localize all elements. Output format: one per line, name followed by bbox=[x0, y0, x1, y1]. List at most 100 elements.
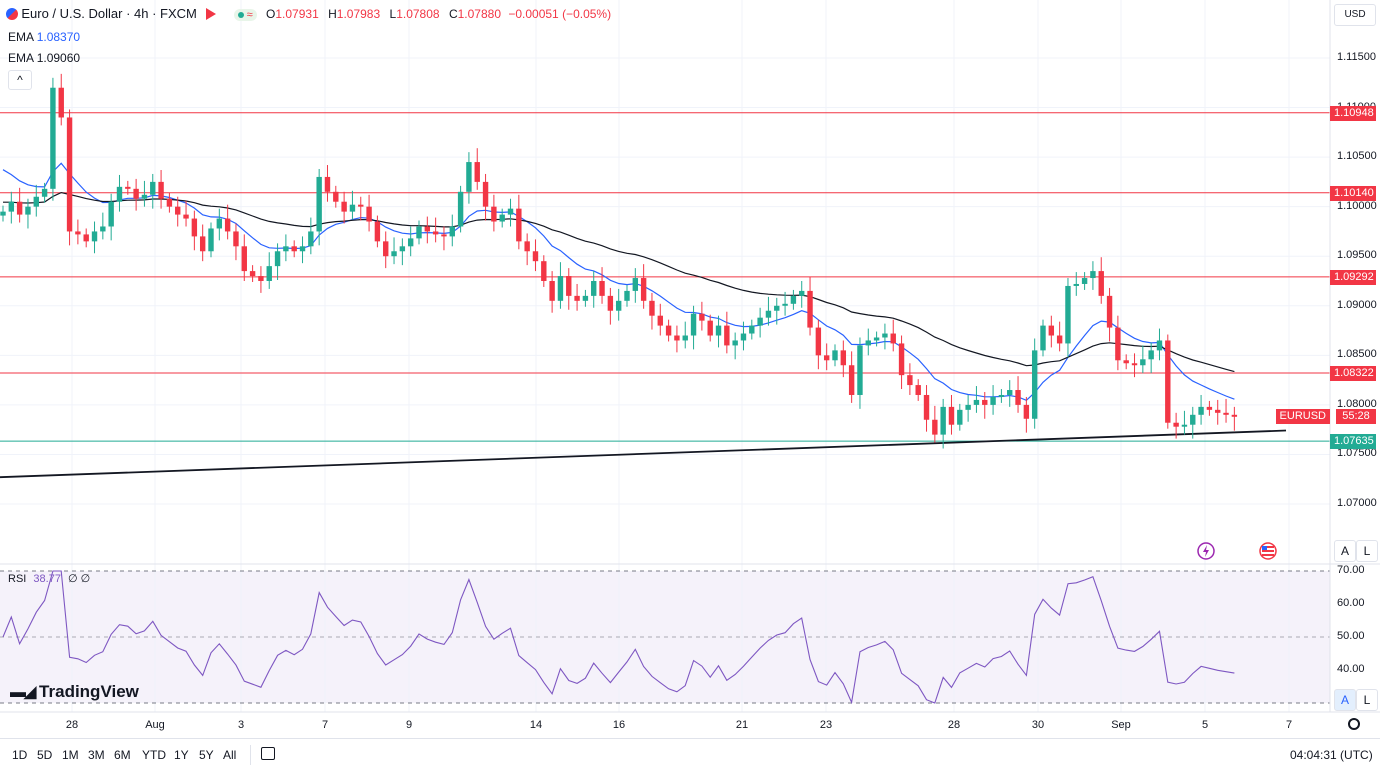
candle bbox=[574, 283, 580, 311]
price-tick-label: 1.08000 bbox=[1337, 397, 1377, 410]
candle bbox=[424, 216, 431, 244]
candle bbox=[349, 190, 356, 220]
lightning-event-icon[interactable] bbox=[1197, 542, 1215, 560]
timeframe-5d[interactable]: 5D bbox=[37, 748, 53, 762]
candle bbox=[1106, 287, 1113, 342]
candle bbox=[1065, 278, 1071, 358]
candle bbox=[1031, 338, 1038, 429]
timeframe-all[interactable]: All bbox=[223, 748, 237, 762]
candle bbox=[632, 268, 639, 303]
trendline[interactable] bbox=[0, 429, 1287, 479]
candle bbox=[774, 297, 780, 325]
brand-logo[interactable]: ▬◢ TradingView bbox=[10, 682, 139, 701]
timeframe-1m[interactable]: 1M bbox=[62, 748, 79, 762]
ema-slow-legend[interactable]: EMA 1.09060 bbox=[8, 51, 81, 65]
candle bbox=[1156, 328, 1163, 361]
candle bbox=[599, 267, 605, 304]
utc-clock[interactable]: 04:04:31 (UTC) bbox=[1290, 748, 1373, 762]
ema-fast-legend[interactable]: EMA 1.08370 bbox=[8, 30, 81, 44]
candle bbox=[799, 281, 805, 308]
candle bbox=[8, 191, 15, 224]
timeframe-1y[interactable]: 1Y bbox=[174, 748, 189, 762]
time-tick-label: 5 bbox=[1201, 719, 1209, 731]
log-scale-button[interactable]: L bbox=[1356, 540, 1378, 562]
candle bbox=[1023, 396, 1030, 433]
candle bbox=[58, 73, 64, 126]
candle bbox=[840, 340, 847, 378]
candle bbox=[915, 379, 921, 401]
timeframe-1d[interactable]: 1D bbox=[12, 748, 28, 762]
level-price-label: 1.09292 bbox=[1330, 269, 1376, 285]
rsi-legend[interactable]: RSI 38.77 ∅ ∅ bbox=[8, 573, 91, 585]
candle bbox=[790, 289, 797, 310]
candle bbox=[516, 194, 522, 250]
candle bbox=[973, 386, 980, 413]
candle bbox=[532, 239, 539, 272]
candle bbox=[224, 204, 231, 240]
collapse-legend-button[interactable]: ^ bbox=[8, 70, 32, 90]
candle bbox=[998, 389, 1005, 403]
candle bbox=[233, 223, 239, 261]
price-tick-label: 1.10000 bbox=[1337, 199, 1377, 212]
settings-gear-icon[interactable] bbox=[1348, 718, 1360, 730]
candle bbox=[1148, 342, 1154, 374]
time-tick-label: 3 bbox=[237, 719, 245, 731]
price-tick-label: 1.08500 bbox=[1337, 348, 1377, 361]
candle bbox=[166, 192, 173, 213]
candle bbox=[358, 196, 364, 221]
candle bbox=[457, 185, 464, 233]
timeframe-6m[interactable]: 6M bbox=[114, 748, 131, 762]
timeframe-3m[interactable]: 3M bbox=[88, 748, 105, 762]
countdown-box: 55:28 bbox=[1336, 409, 1376, 424]
symbol-title[interactable]: Euro / U.S. Dollar · 4h · FXCM bbox=[21, 6, 197, 21]
candle bbox=[91, 221, 98, 254]
candle bbox=[391, 237, 397, 265]
market-closed-flag-icon bbox=[206, 8, 217, 20]
candle bbox=[807, 277, 813, 336]
candle bbox=[449, 214, 455, 247]
candle bbox=[732, 332, 738, 360]
candle bbox=[283, 234, 289, 262]
rsi-log-scale-button[interactable]: L bbox=[1356, 689, 1378, 711]
candle bbox=[1090, 261, 1096, 290]
candle bbox=[857, 337, 863, 409]
rsi-auto-scale-button[interactable]: A bbox=[1334, 689, 1356, 711]
candle bbox=[1040, 319, 1046, 357]
candle bbox=[324, 165, 331, 202]
candle bbox=[383, 231, 389, 269]
candle bbox=[299, 236, 306, 264]
status-pill[interactable]: ≈ bbox=[233, 9, 257, 21]
level-price-label: 1.10140 bbox=[1330, 185, 1376, 201]
countdown: 55:28 bbox=[1342, 410, 1370, 422]
candle bbox=[150, 173, 156, 209]
candle bbox=[740, 321, 747, 351]
level-price-label: 1.10948 bbox=[1330, 105, 1376, 121]
candle bbox=[724, 311, 730, 354]
timeframe-5y[interactable]: 5Y bbox=[199, 748, 214, 762]
candle bbox=[125, 180, 131, 195]
us-flag-event-icon[interactable] bbox=[1259, 542, 1277, 560]
candle bbox=[649, 292, 655, 330]
price-tick-label: 1.07500 bbox=[1337, 447, 1377, 460]
ohlc-readout: O1.07931 H1.07983 L1.07808 C1.07880 −0.0… bbox=[266, 7, 612, 21]
candle bbox=[0, 205, 6, 222]
candle bbox=[948, 394, 955, 435]
candle bbox=[75, 219, 81, 245]
candle bbox=[482, 173, 489, 221]
candle bbox=[1190, 406, 1196, 439]
candle bbox=[175, 196, 181, 227]
candle bbox=[1215, 399, 1221, 425]
candle bbox=[1073, 272, 1079, 296]
currency-button[interactable]: USD bbox=[1334, 4, 1376, 26]
candle bbox=[765, 296, 772, 326]
candle bbox=[923, 385, 930, 432]
date-range-icon[interactable] bbox=[261, 747, 275, 760]
candle bbox=[499, 208, 505, 228]
candle bbox=[1115, 315, 1121, 371]
timeframe-ytd[interactable]: YTD bbox=[142, 748, 166, 762]
candle bbox=[524, 233, 530, 266]
auto-scale-button[interactable]: A bbox=[1334, 540, 1356, 562]
candle bbox=[274, 243, 281, 281]
candle bbox=[1007, 380, 1013, 407]
